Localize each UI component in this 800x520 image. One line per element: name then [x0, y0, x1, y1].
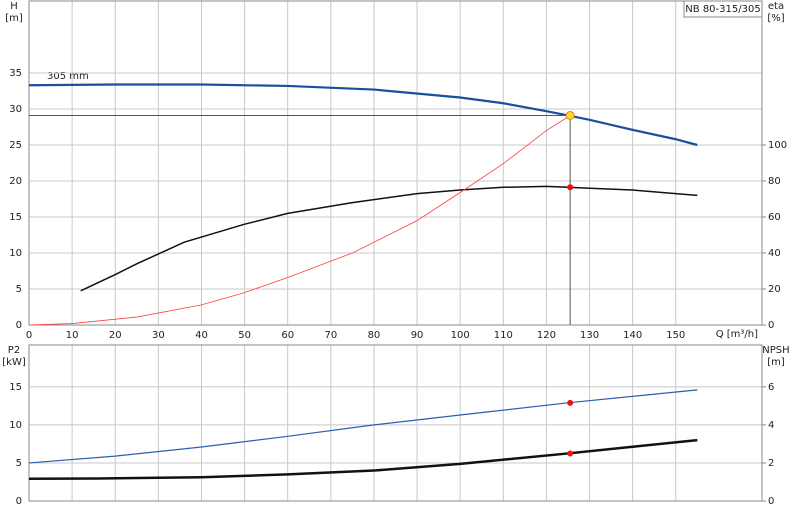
y-tick-label: 20	[9, 176, 22, 187]
x-tick-label: 20	[109, 330, 122, 341]
y-tick-label: 0	[16, 320, 22, 331]
curve	[28, 83, 698, 147]
y-tick-label: 35	[9, 68, 22, 79]
x-tick-label: 0	[26, 330, 32, 341]
y2-axis-label: [%]	[767, 13, 784, 24]
y-tick-label: 5	[16, 284, 22, 295]
plot-frame	[28, 344, 763, 502]
y2-tick-label: 60	[768, 212, 781, 223]
y-tick-label: 10	[9, 248, 22, 259]
curve	[80, 185, 698, 292]
y2-axis-label: [m]	[767, 357, 785, 368]
duty-point	[567, 399, 574, 406]
y-tick-label: 5	[16, 458, 22, 469]
y2-axis-label: eta	[768, 1, 784, 12]
y2-tick-label: 2	[768, 458, 774, 469]
x-tick-label: 130	[580, 330, 599, 341]
duty-point	[565, 110, 575, 120]
y2-tick-label: 80	[768, 176, 781, 187]
x-tick-label: 140	[623, 330, 642, 341]
x-tick-label: 30	[152, 330, 165, 341]
y2-axis-label: NPSH	[762, 345, 789, 356]
y2-tick-label: 40	[768, 248, 781, 259]
duty-point	[567, 450, 574, 457]
y-axis-label: H	[10, 1, 18, 12]
chart-title: NB 80-315/305	[685, 4, 760, 15]
y-tick-label: 30	[9, 104, 22, 115]
x-tick-label: 120	[537, 330, 556, 341]
plot-frame	[28, 0, 763, 326]
y-axis-label: P2	[8, 345, 20, 356]
y-axis-label: [m]	[5, 13, 23, 24]
y2-tick-label: 6	[768, 382, 774, 393]
y2-tick-label: 100	[768, 140, 787, 151]
annotation: 305 mm	[47, 71, 89, 82]
curve	[28, 389, 698, 464]
x-tick-label: 90	[411, 330, 424, 341]
x-tick-label: 100	[451, 330, 470, 341]
y2-tick-label: 4	[768, 420, 774, 431]
x-tick-label: 50	[238, 330, 251, 341]
x-tick-label: 110	[494, 330, 513, 341]
curve	[28, 115, 571, 326]
y2-tick-label: 20	[768, 284, 781, 295]
y2-tick-label: 0	[768, 320, 774, 331]
y2-tick-label: 0	[768, 496, 774, 507]
x-tick-label: 60	[281, 330, 294, 341]
x-tick-label: 80	[368, 330, 381, 341]
x-tick-label: 70	[324, 330, 337, 341]
x-tick-label: 40	[195, 330, 208, 341]
y-tick-label: 0	[16, 496, 22, 507]
y-tick-label: 25	[9, 140, 22, 151]
x-tick-label: 150	[666, 330, 685, 341]
x-tick-label: 10	[66, 330, 79, 341]
duty-point	[567, 184, 574, 191]
x-axis-label: Q [m³/h]	[716, 329, 758, 340]
y-tick-label: 15	[9, 382, 22, 393]
y-tick-label: 10	[9, 420, 22, 431]
y-tick-label: 15	[9, 212, 22, 223]
curve	[28, 438, 698, 480]
y-axis-label: [kW]	[2, 357, 26, 368]
